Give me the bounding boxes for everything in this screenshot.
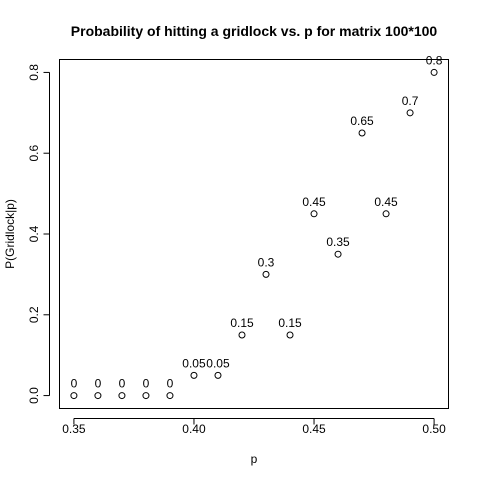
y-tick-label: 0.2 — [27, 306, 41, 323]
y-tick-label: 0.6 — [27, 145, 41, 162]
data-point — [382, 210, 390, 218]
data-point — [334, 250, 342, 258]
data-point — [262, 270, 270, 278]
data-label: 0.15 — [230, 316, 254, 330]
data-label: 0.7 — [402, 94, 419, 108]
data-point — [358, 129, 366, 137]
data-point — [310, 210, 318, 218]
data-label: 0 — [95, 377, 102, 391]
x-axis-label: p — [251, 452, 258, 466]
x-axis: 0.35 0.40 0.45 0.50 — [62, 418, 446, 436]
data-point — [118, 392, 126, 400]
y-axis-label: P(Gridlock|p) — [3, 199, 17, 269]
data-point — [94, 392, 102, 400]
data-label: 0.45 — [302, 195, 326, 209]
x-tick-label: 0.35 — [62, 422, 86, 436]
data-labels: 0 0 0 0 0 0.05 0.05 0.15 0.3 0.15 0.45 0.35 0.65 0.45… — [71, 53, 443, 390]
x-tick-label: 0.45 — [302, 422, 326, 436]
data-label: 0.3 — [258, 255, 275, 269]
data-point — [142, 392, 150, 400]
data-point — [166, 392, 174, 400]
y-tick-label: 0.4 — [27, 225, 41, 242]
data-label: 0 — [119, 377, 126, 391]
data-point — [214, 371, 222, 379]
data-label: 0.8 — [426, 53, 443, 67]
data-point — [430, 68, 438, 76]
data-label: 0.35 — [326, 235, 350, 249]
plot-frame — [59, 59, 449, 409]
x-tick-label: 0.40 — [182, 422, 206, 436]
data-label: 0.45 — [374, 195, 398, 209]
data-label: 0 — [143, 377, 150, 391]
y-tick-label: 0.0 — [27, 387, 41, 404]
chart-title: Probability of hitting a gridlock vs. p … — [71, 23, 438, 39]
x-tick-label: 0.50 — [422, 422, 446, 436]
data-label: 0.15 — [278, 316, 302, 330]
data-label: 0.05 — [182, 356, 206, 370]
data-label: 0 — [167, 377, 174, 391]
y-tick-label: 0.8 — [27, 64, 41, 81]
data-label: 0.05 — [206, 356, 230, 370]
data-point — [70, 392, 78, 400]
data-point — [286, 331, 294, 339]
data-point — [406, 109, 414, 117]
data-point — [190, 371, 198, 379]
data-point — [238, 331, 246, 339]
data-label: 0 — [71, 377, 78, 391]
data-label: 0.65 — [350, 114, 374, 128]
y-axis: 0.0 0.2 0.4 0.6 0.8 — [27, 64, 50, 404]
data-points — [70, 68, 438, 400]
